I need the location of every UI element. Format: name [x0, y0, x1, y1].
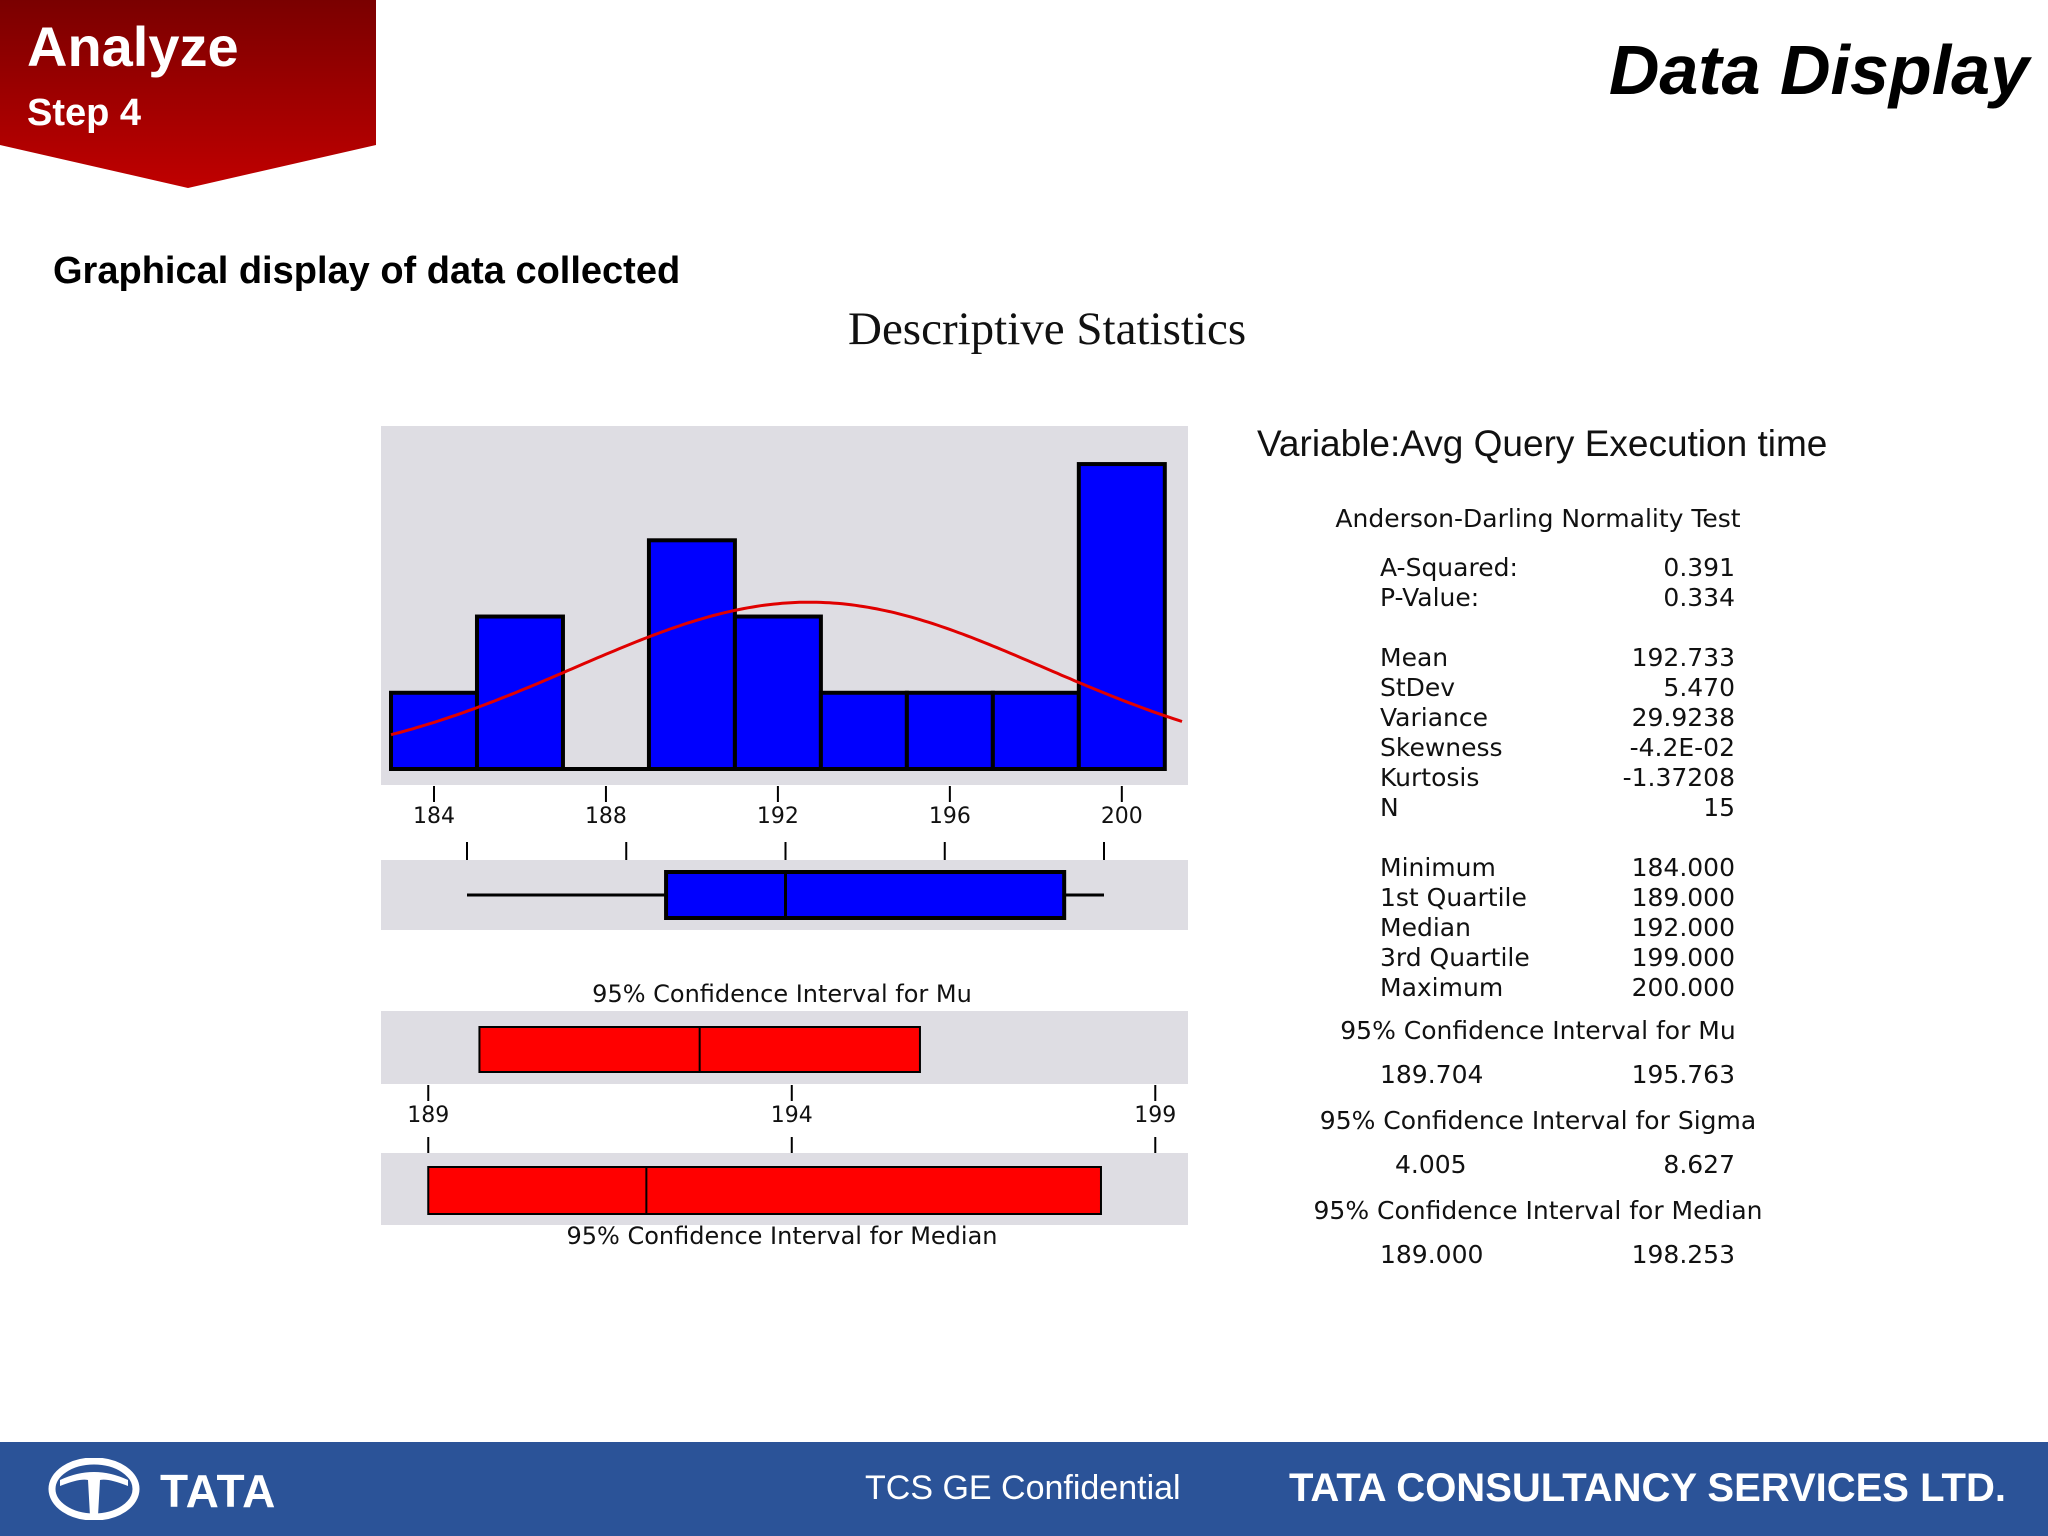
- ci-mu-label: 95% Confidence Interval for Mu: [592, 980, 972, 1008]
- slide-subtitle: Graphical display of data collected: [53, 250, 681, 292]
- ci-mu-high: 195.763: [1631, 1060, 1735, 1089]
- ci-sigma-high: 8.627: [1663, 1150, 1735, 1179]
- histogram-bar: [1076, 462, 1167, 771]
- ci-axis-tick-label: 194: [771, 1103, 813, 1128]
- stat-label: N: [1380, 793, 1399, 822]
- boxplot-box: [664, 870, 1067, 920]
- stat-label: Median: [1380, 913, 1471, 942]
- ci-axis-tick-label: 189: [407, 1103, 449, 1128]
- badge-step: Step 4: [27, 92, 142, 134]
- stat-label: Kurtosis: [1380, 763, 1480, 792]
- badge-title: Analyze: [27, 15, 239, 78]
- stat-label: Variance: [1380, 703, 1488, 732]
- stat-label: 3rd Quartile: [1380, 943, 1530, 972]
- slide-title: Data Display: [1608, 31, 2029, 109]
- footer-confidential: TCS GE Confidential: [865, 1469, 1181, 1507]
- histogram-tick-label: 188: [585, 804, 627, 829]
- ci-sigma-header: 95% Confidence Interval for Sigma: [1319, 1106, 1757, 1135]
- stat-label: Skewness: [1380, 733, 1503, 762]
- stat-label: Mean: [1380, 643, 1449, 672]
- histogram-bar: [646, 538, 737, 772]
- ci-sigma-low: 4.005: [1395, 1150, 1467, 1179]
- stat-value: -1.37208: [1622, 763, 1735, 792]
- tata-logo-icon: [48, 1458, 140, 1520]
- chart-title: Descriptive Statistics: [848, 303, 1247, 355]
- histogram-bar: [904, 690, 995, 771]
- histogram-bar: [732, 614, 823, 771]
- stat-label: A-Squared:: [1380, 553, 1518, 582]
- histogram-bar: [474, 614, 565, 771]
- stat-label: Minimum: [1380, 853, 1496, 882]
- stat-value: -4.2E-02: [1629, 733, 1735, 762]
- ci-median-low: 189.000: [1380, 1240, 1484, 1269]
- histogram-tick-label: 184: [413, 804, 455, 829]
- step-badge: [0, 0, 376, 188]
- stat-value: 15: [1703, 793, 1735, 822]
- histogram-tick-label: 192: [757, 804, 799, 829]
- histogram-tick-label: 200: [1101, 804, 1143, 829]
- histogram-bar: [990, 690, 1081, 771]
- stat-label: 1st Quartile: [1380, 883, 1527, 912]
- stat-label: Maximum: [1380, 973, 1504, 1002]
- ci-median-high: 198.253: [1631, 1240, 1735, 1269]
- ad-test-header: Anderson-Darling Normality Test: [1335, 504, 1741, 533]
- ci-mu-low: 189.704: [1380, 1060, 1484, 1089]
- footer-brand: TATA: [160, 1465, 277, 1517]
- stat-value: 200.000: [1631, 973, 1735, 1002]
- descriptive-statistics-chart: 184 188 192 196 200 95% Confidence Interval …: [381, 426, 1188, 1250]
- variable-label: Variable:Avg Query Execution time: [1257, 423, 1828, 464]
- stat-value: 0.391: [1663, 553, 1735, 582]
- footer-bar: TATA TCS GE Confidential TATA CONSULTANC…: [0, 1442, 2048, 1536]
- stat-label: P-Value:: [1380, 583, 1480, 612]
- ci-median-bar: [427, 1166, 1102, 1215]
- histogram-bar: [818, 690, 909, 771]
- stat-value: 0.334: [1663, 583, 1735, 612]
- ci-median-header: 95% Confidence Interval for Median: [1313, 1196, 1763, 1225]
- normal-curve: [390, 600, 1183, 737]
- histogram-tick-label: 196: [929, 804, 971, 829]
- ci-axis-tick-label: 199: [1134, 1103, 1176, 1128]
- stat-value: 5.470: [1663, 673, 1735, 702]
- footer-company: TATA CONSULTANCY SERVICES LTD.: [1288, 1466, 2006, 1510]
- stat-value: 199.000: [1631, 943, 1735, 972]
- stat-value: 184.000: [1631, 853, 1735, 882]
- stat-value: 29.9238: [1631, 703, 1735, 732]
- ci-mu-header: 95% Confidence Interval for Mu: [1340, 1016, 1736, 1045]
- stat-value: 189.000: [1631, 883, 1735, 912]
- stat-value: 192.733: [1631, 643, 1735, 672]
- ci-median-label: 95% Confidence Interval for Median: [566, 1222, 997, 1250]
- stat-label: StDev: [1380, 673, 1456, 702]
- stat-value: 192.000: [1631, 913, 1735, 942]
